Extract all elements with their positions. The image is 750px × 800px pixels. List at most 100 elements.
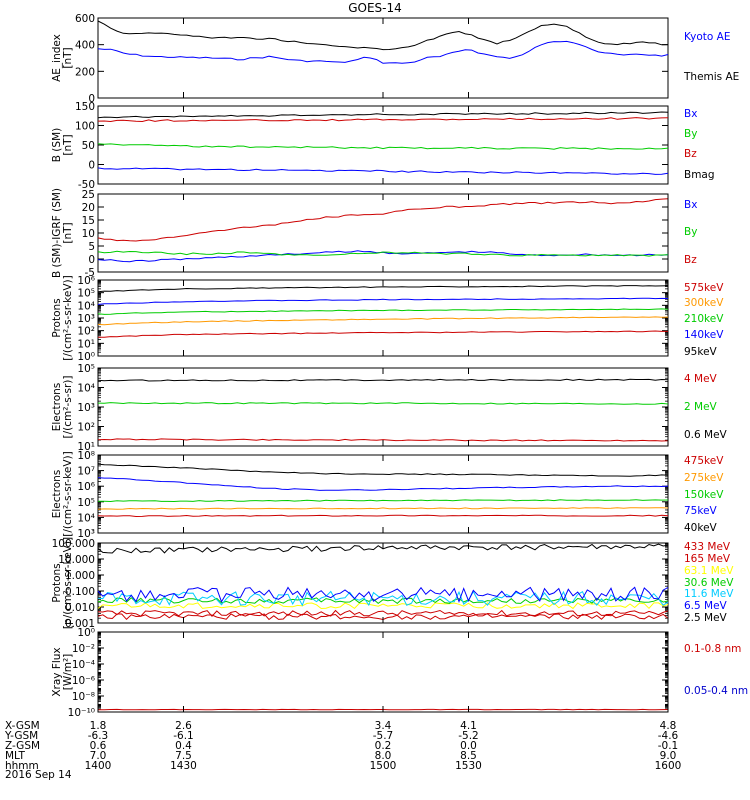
legend-label: 95keV [684, 346, 718, 358]
y-tick-label: 100 [75, 121, 95, 133]
series-line [97, 285, 669, 293]
y-tick-label: 10⁻⁸ [72, 691, 95, 703]
y-tick-label: 10¹ [77, 338, 95, 350]
y-tick-label: 0.010 [65, 602, 95, 614]
legend-label: Bx [684, 108, 697, 120]
legend-label: 11.6 MeV [684, 588, 734, 600]
series-line [97, 143, 669, 150]
panel-frame [97, 193, 669, 273]
legend-label: 165 MeV [684, 553, 731, 565]
y-tick-label: 10 [82, 228, 95, 240]
series-line [97, 308, 669, 315]
y-axis-unit: [/(cm²-s-sr-keV)] [62, 451, 74, 536]
y-tick-label: -5 [85, 267, 95, 279]
y-tick-label: 10⁻⁶ [72, 675, 95, 687]
y-axis-label: AE_index [51, 34, 63, 82]
legend-label: 140keV [684, 329, 724, 341]
legend-label: 30.6 MeV [684, 577, 734, 589]
x-row-label: hhmm [5, 760, 39, 772]
x-row-label: X-GSM [5, 720, 40, 732]
series-line [97, 402, 669, 405]
panel-frame [97, 17, 669, 99]
x-tick-value: -5.7 [373, 730, 394, 742]
y-axis-unit: [nT] [62, 222, 74, 243]
y-tick-label: 200 [75, 66, 95, 78]
y-tick-label: 600 [75, 13, 95, 25]
y-tick-label: 150 [75, 101, 95, 113]
x-tick-value: -5.2 [458, 730, 479, 742]
y-tick-label: 1.000 [65, 570, 95, 582]
y-tick-label: 10² [77, 326, 95, 338]
series-line [97, 111, 669, 119]
y-tick-label: 10⁴ [77, 383, 95, 395]
y-tick-label: 10⁴ [77, 512, 95, 524]
series-line [97, 477, 669, 491]
series-line [97, 507, 669, 510]
y-axis-unit: [p/(cm²-s-sr-keV)] [62, 537, 74, 629]
y-tick-label: 0 [88, 160, 95, 172]
panel-frame [97, 454, 669, 534]
legend-label: Bz [684, 148, 697, 160]
x-tick-value: 0.2 [375, 740, 392, 752]
x-tick-value: 7.5 [175, 750, 192, 762]
legend-label: 40keV [684, 522, 718, 534]
series-line [97, 602, 669, 610]
x-tick-value: -4.6 [658, 730, 679, 742]
y-tick-label: 10⁴ [77, 300, 95, 312]
y-axis-unit: [W/m²] [62, 654, 74, 691]
series-line [97, 590, 669, 607]
x-tick-value: 0.0 [460, 740, 477, 752]
series-line [97, 297, 669, 305]
y-tick-label: 10⁵ [77, 288, 95, 300]
y-axis-unit: [/(cm²-s-sr)] [62, 376, 74, 439]
y-tick-label: -50 [78, 179, 95, 191]
x-tick-value: -6.3 [88, 730, 109, 742]
x-tick-value: 1.8 [90, 720, 107, 732]
y-tick-label: 0 [88, 93, 95, 105]
legend-label: 433 MeV [684, 541, 731, 553]
x-tick-value: 0.4 [175, 740, 192, 752]
y-tick-label: 10³ [77, 402, 95, 414]
legend-label: 575keV [684, 282, 724, 294]
y-axis-label: Protons [51, 563, 63, 602]
y-axis-label: Xray Flux [51, 647, 63, 696]
legend-label: 75keV [684, 505, 718, 517]
y-tick-label: 5 [88, 241, 95, 253]
y-tick-label: 400 [75, 40, 95, 52]
legend-label: 2 MeV [684, 401, 718, 413]
y-axis-label: Electrons [51, 383, 63, 432]
x-tick-value: 7.0 [90, 750, 107, 762]
y-tick-label: 10⁵ [77, 497, 95, 509]
series-line [97, 438, 669, 442]
y-tick-label: 10⁻¹⁰ [68, 707, 95, 719]
x-tick-value: 1400 [85, 760, 112, 772]
legend-label: 475keV [684, 455, 724, 467]
legend-label: By [684, 128, 697, 140]
panel-frame [97, 631, 669, 713]
legend-label: 300keV [684, 297, 724, 309]
y-tick-label: 20 [82, 202, 95, 214]
series-line [97, 198, 669, 242]
y-axis-unit: [nT] [62, 134, 74, 155]
x-row-label: Z-GSM [5, 740, 40, 752]
date-label: 2016 Sep 14 [5, 769, 72, 781]
y-tick-label: 15 [82, 215, 95, 227]
y-axis-label: Protons [51, 298, 63, 337]
x-tick-value: 8.0 [375, 750, 392, 762]
series-line [97, 514, 669, 518]
x-row-label: MLT [5, 750, 25, 762]
y-tick-label: 10⁵ [77, 363, 95, 375]
series-line [97, 463, 669, 477]
legend-label: Bx [684, 199, 697, 211]
y-tick-label: 100.000 [52, 538, 95, 550]
y-tick-label: 10³ [77, 528, 95, 540]
x-tick-value: 4.1 [460, 720, 477, 732]
legend-label: 275keV [684, 472, 724, 484]
y-tick-label: 10⁶ [77, 275, 95, 287]
x-tick-value: 2.6 [175, 720, 192, 732]
y-axis-label: Electrons [51, 470, 63, 519]
y-tick-label: 10⁻² [72, 643, 95, 655]
y-tick-label: 25 [82, 189, 95, 201]
